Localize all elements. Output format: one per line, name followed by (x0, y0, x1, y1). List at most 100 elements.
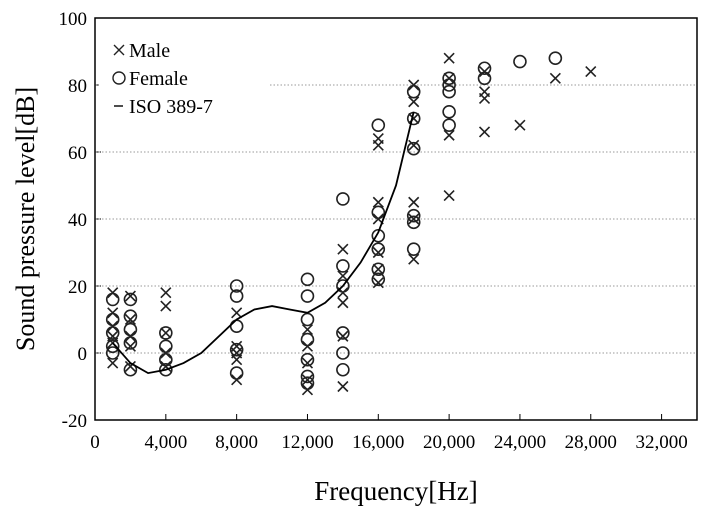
point (160, 300, 172, 312)
point (478, 126, 491, 138)
point (585, 66, 597, 78)
point (123, 322, 138, 337)
legend-box (99, 22, 269, 126)
point (372, 263, 384, 275)
point (301, 357, 314, 369)
x-tick-label: 12,000 (281, 432, 333, 453)
point (160, 327, 172, 339)
point (442, 78, 456, 92)
point (406, 84, 421, 99)
y-tick-label: 100 (59, 9, 88, 30)
plot-frame (94, 17, 698, 421)
point (443, 52, 455, 64)
point (124, 290, 136, 302)
point (123, 292, 138, 307)
point (337, 330, 349, 342)
x-tick-label: 32,000 (635, 432, 687, 453)
point (107, 357, 119, 369)
point (371, 205, 386, 220)
point (300, 352, 315, 367)
point (513, 54, 527, 69)
point (442, 84, 456, 99)
point (371, 272, 386, 287)
point (123, 336, 138, 350)
point (300, 369, 315, 384)
point (124, 360, 136, 372)
point (549, 72, 561, 84)
point (337, 270, 349, 282)
point (336, 346, 350, 360)
x-tick-label: 8,000 (215, 432, 258, 453)
point (105, 339, 120, 354)
x-tick-label: 0 (90, 432, 100, 453)
point (159, 339, 173, 354)
point (408, 213, 420, 225)
point (548, 51, 563, 66)
point (229, 319, 244, 334)
point (371, 262, 386, 277)
point (371, 118, 386, 132)
point (406, 215, 421, 230)
point (301, 374, 314, 386)
x-tick-label: 24,000 (494, 432, 546, 453)
point (442, 71, 456, 86)
point (300, 312, 315, 327)
point (229, 342, 244, 357)
point (300, 289, 315, 303)
point (229, 366, 244, 380)
point (300, 272, 315, 287)
point (478, 92, 491, 104)
point (231, 354, 243, 366)
point (406, 242, 421, 256)
point (406, 208, 421, 223)
point (442, 118, 456, 132)
point (372, 196, 384, 208)
point (301, 323, 314, 336)
legend-label: ISO 389-7 (129, 96, 213, 118)
y-tick-label: 0 (78, 344, 88, 365)
point (159, 362, 173, 377)
point (124, 340, 136, 352)
point (477, 71, 492, 86)
point (159, 352, 173, 367)
y-tick-label: 40 (68, 210, 87, 231)
legend-label: Female (129, 68, 188, 90)
point (105, 326, 120, 340)
point (372, 133, 384, 145)
point (336, 326, 350, 340)
x-tick-label: 28,000 (565, 432, 617, 453)
y-tick-label: 80 (68, 76, 87, 97)
point (371, 242, 386, 256)
point (336, 362, 350, 377)
point (337, 297, 349, 309)
x-tick-label: 4,000 (144, 432, 187, 453)
point (337, 243, 349, 255)
point (105, 346, 120, 360)
point (229, 279, 244, 293)
point (477, 61, 492, 76)
point (160, 287, 172, 299)
point (372, 246, 384, 259)
point (408, 96, 420, 108)
point (159, 326, 173, 340)
point (372, 277, 384, 289)
point (336, 279, 350, 293)
x-tick-label: 16,000 (352, 432, 404, 453)
point (336, 259, 350, 273)
legend-marker (112, 71, 126, 85)
y-tick-label: -20 (62, 411, 87, 432)
legend-label: Male (129, 40, 170, 62)
point (300, 332, 315, 347)
y-axis-label: Sound pressure level[dB] (11, 87, 40, 351)
point (123, 309, 138, 323)
point (408, 139, 420, 151)
point (443, 189, 455, 202)
legend-marker (113, 44, 125, 56)
y-tick-label: 20 (68, 277, 87, 298)
point (231, 307, 243, 319)
point (443, 129, 455, 141)
line (112, 111, 415, 375)
point (408, 196, 420, 208)
point (336, 192, 350, 206)
